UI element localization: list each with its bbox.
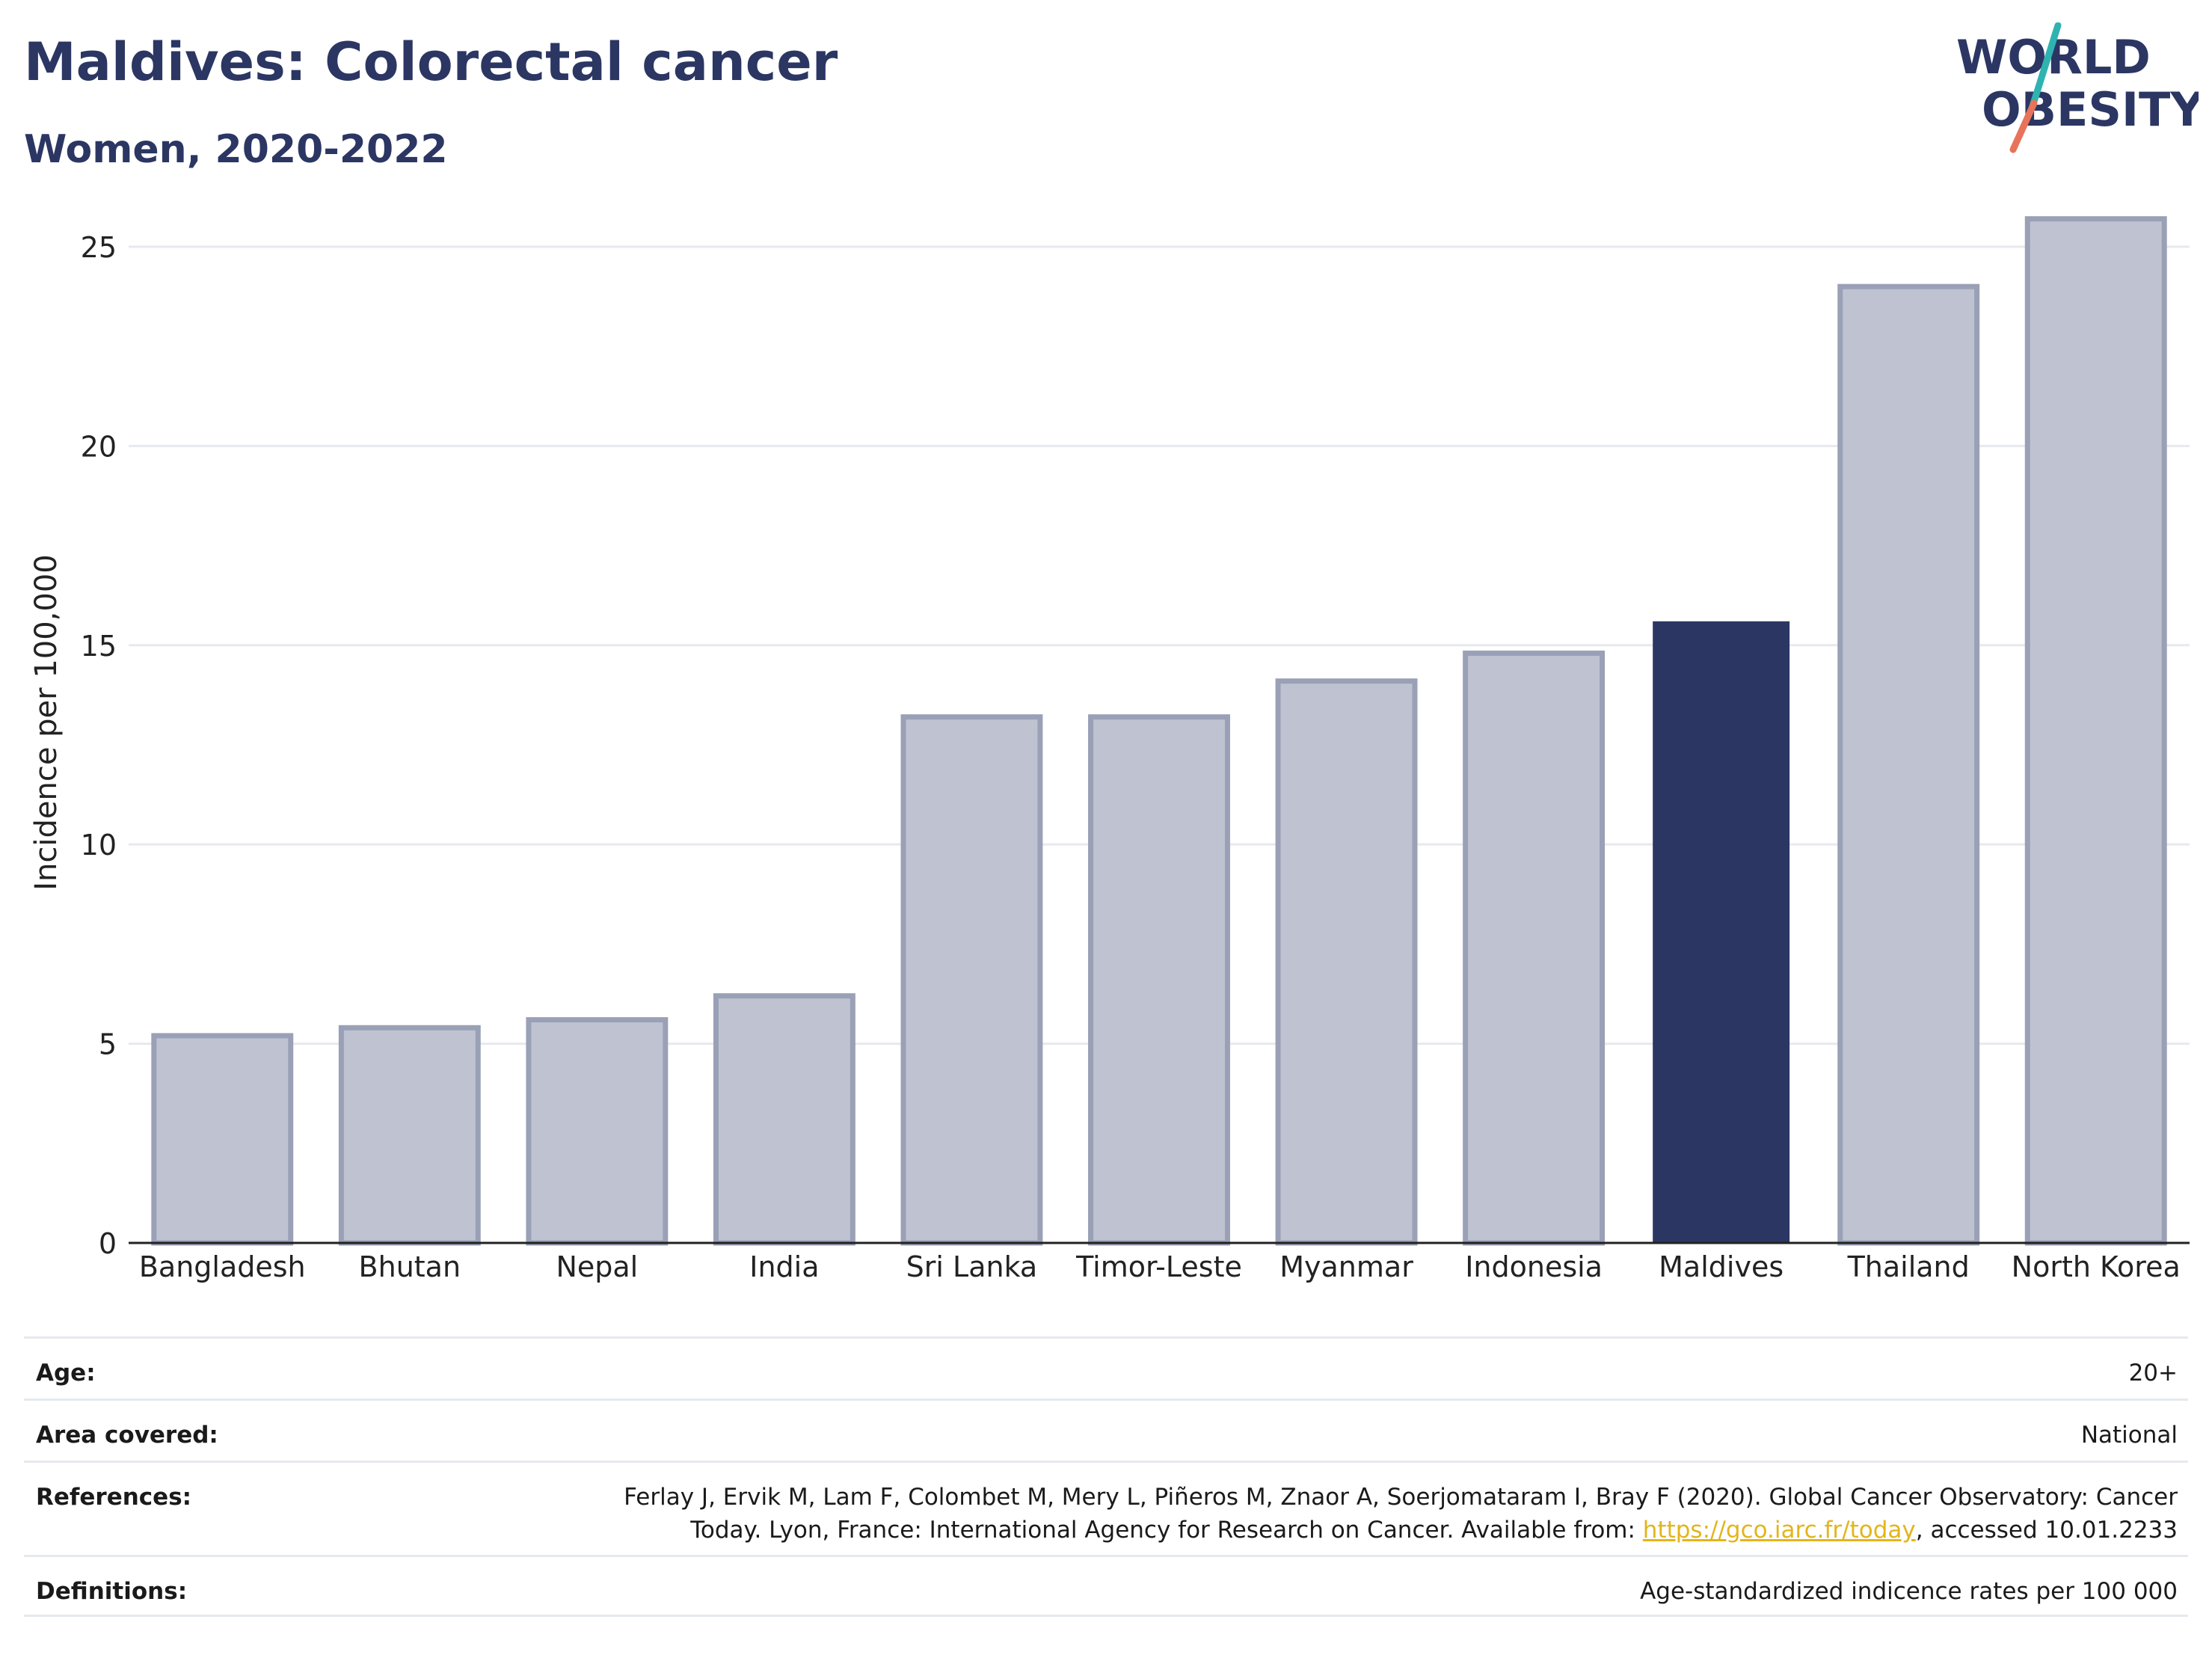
metadata-table: Age: 20+ Area covered: National Referenc… [24,1336,2188,1617]
meta-row-references: References: Ferlay J, Ervik M, Lam F, Co… [24,1461,2188,1555]
references-link[interactable]: https://gco.iarc.fr/today [1642,1517,1916,1544]
area-label: Area covered: [36,1422,218,1449]
references-value: Ferlay J, Ervik M, Lam F, Colombet M, Me… [624,1481,2178,1547]
y-tick-label: 10 [81,829,117,862]
y-tick-label: 5 [99,1028,117,1061]
bar [713,993,855,1246]
x-tick-label: Myanmar [1279,1250,1413,1283]
bar [338,1025,481,1246]
x-tick-label: India [749,1250,819,1283]
bar [526,1017,669,1246]
references-text-line2: Today. Lyon, France: International Agenc… [690,1517,1643,1544]
bar [1275,678,1418,1246]
definitions-value: Age-standardized indicence rates per 100… [1640,1578,2178,1605]
bar [1653,621,1790,1243]
y-tick-label: 25 [81,231,117,264]
age-label: Age: [36,1360,96,1387]
meta-row-area: Area covered: National [24,1398,2188,1461]
y-tick-label: 15 [81,630,117,663]
bar [900,714,1043,1246]
references-label: References: [36,1484,192,1511]
definitions-label: Definitions: [36,1578,188,1605]
bar [2024,216,2167,1246]
y-tick-label: 0 [99,1227,117,1260]
logo-slash-coral [2009,99,2038,153]
x-tick-label: Bangladesh [139,1250,306,1283]
world-obesity-logo: WORLD OBESITY [1956,22,2199,153]
bar [1463,650,1606,1246]
x-tick-label: Indonesia [1465,1250,1603,1283]
area-value: National [2080,1422,2178,1449]
x-tick-label: Nepal [556,1250,638,1283]
age-value: 20+ [2128,1360,2178,1387]
references-text-line1: Ferlay J, Ervik M, Lam F, Colombet M, Me… [624,1484,2178,1511]
x-tick-label: Timor-Leste [1075,1250,1242,1283]
y-tick-label: 20 [81,430,117,463]
bar [151,1033,294,1246]
meta-row-age: Age: 20+ [24,1336,2188,1398]
x-tick-label: North Korea [2012,1250,2181,1283]
x-tick-label: Thailand [1847,1250,1970,1283]
chart-subtitle: Women, 2020-2022 [24,127,448,172]
logo-line-obesity: OBESITY [1982,82,2199,137]
x-tick-label: Bhutan [359,1250,461,1283]
y-axis-label: Incidence per 100,000 [29,554,64,891]
bar-chart: 0 5 10 15 20 25 Incidence per 100,000 Banglades… [29,216,2190,1283]
bar [1088,714,1230,1246]
references-text-accessed: , accessed 10.01.2233 [1915,1517,2178,1544]
x-tick-label: Maldives [1659,1250,1784,1283]
meta-row-definitions: Definitions: Age-standardized indicence … [24,1555,2188,1617]
x-tick-label: Sri Lanka [906,1250,1038,1283]
bar [1837,283,1980,1246]
logo-slash-teal [2029,22,2062,110]
chart-title: Maldives: Colorectal cancer [24,31,838,93]
